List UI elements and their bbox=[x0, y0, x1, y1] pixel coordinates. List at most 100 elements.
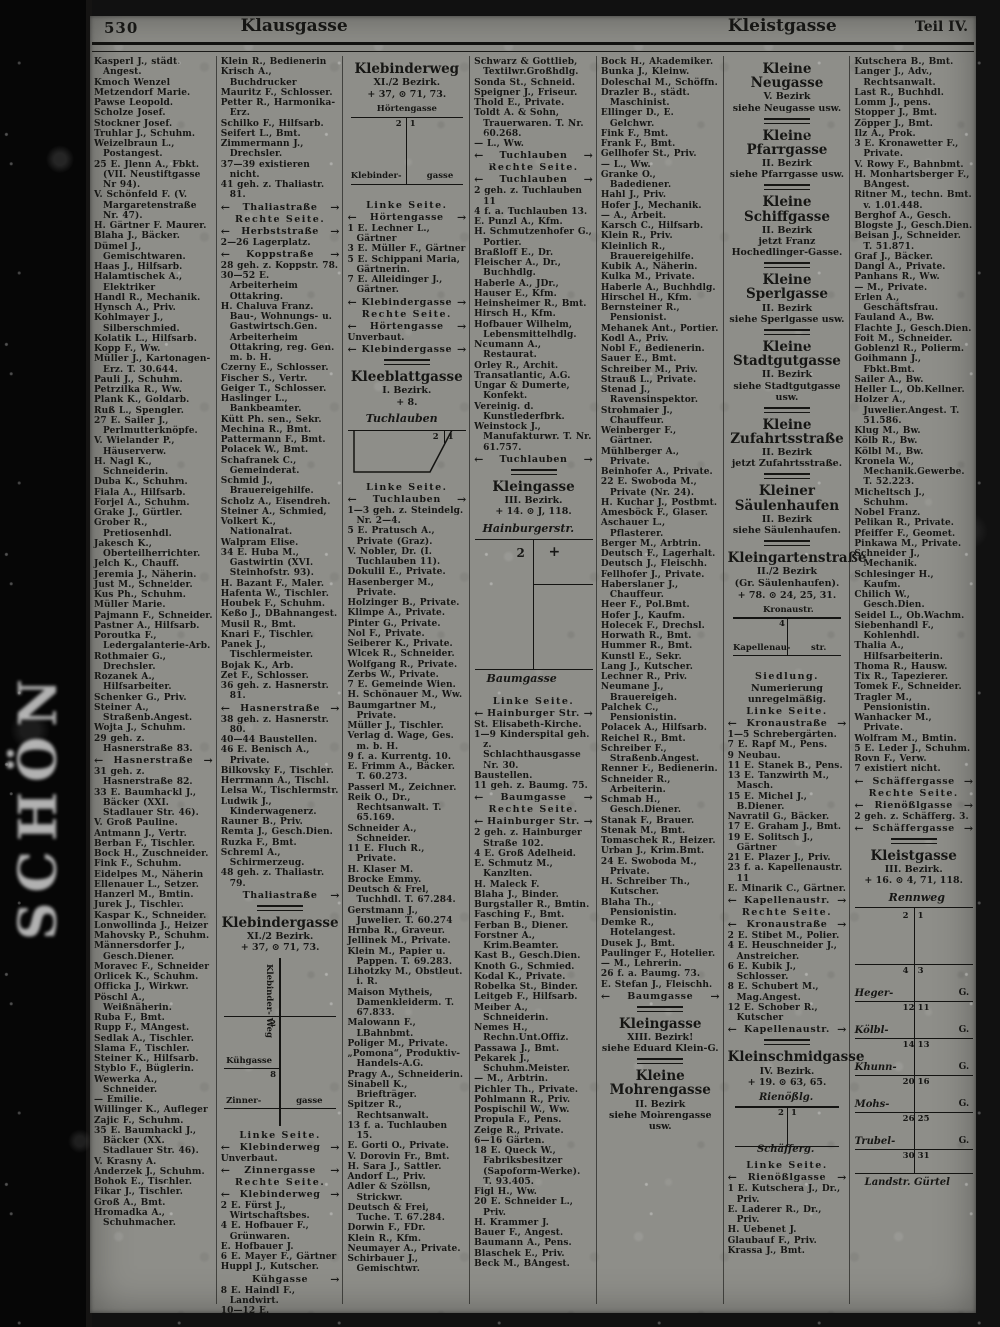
directory-entry: Strauß L., Private. bbox=[600, 374, 697, 385]
directory-entry: Halamtischek A., Elektriker bbox=[94, 272, 183, 293]
side-heading: Rechte Seite. bbox=[868, 787, 959, 799]
directory-entry: Kmoch Wenzel bbox=[94, 77, 171, 88]
arrow-left-icon: ← bbox=[347, 319, 357, 333]
directory-entry: Polacek W., Bmt. bbox=[220, 445, 309, 456]
arrow-left-icon: ← bbox=[474, 173, 484, 187]
arrow-right-icon: → bbox=[963, 798, 974, 812]
arrow-right-icon: → bbox=[330, 1140, 340, 1154]
directory-entry: 26 f. a. Baumg. 73. bbox=[600, 969, 701, 980]
cross-street-name: Hasnerstraße bbox=[240, 702, 320, 714]
directory-entry: Bock H., Zuschneider. bbox=[94, 849, 209, 859]
directory-entry: Ruzka F., Bmt. bbox=[220, 837, 297, 848]
directory-entry: H. Schmutzenhofer G., Portier. bbox=[474, 227, 592, 248]
directory-entry: Klimpe A., Private. bbox=[347, 608, 446, 619]
diagram-label: Kronaustr. bbox=[762, 605, 814, 616]
directory-entry: 11 E. Fluch R., Private. bbox=[347, 844, 425, 865]
directory-entry: H. Schönauer M., Ww. bbox=[347, 690, 463, 701]
side-heading: Linke Seite. bbox=[746, 1160, 828, 1172]
cross-street-arrow-row: ← Kapellenaustr. → bbox=[728, 895, 847, 906]
directory-entry: E. Gorti O., Private. bbox=[347, 1141, 450, 1152]
directory-entry: Pastner A., Hilfsarb. bbox=[94, 620, 200, 631]
district-line: I. Bezirk. bbox=[382, 385, 432, 397]
directory-entry: Stenad J., Ravensinspektor. bbox=[600, 385, 699, 406]
directory-entry: Schmid J., Brauereigehilfe. bbox=[220, 476, 314, 497]
directory-entry: Schirbauer J., Gemischtwr. bbox=[347, 1254, 420, 1275]
arrow-left-icon: ← bbox=[474, 815, 484, 829]
directory-entry: Reik O., Dr., Rechtsanwalt. T. 65.169. bbox=[347, 792, 442, 824]
directory-entry: „Pomona“, Produktiv-Handels-A.G. bbox=[347, 1049, 461, 1070]
district-line: II./2 Bezirk bbox=[756, 566, 818, 578]
directory-entry: Navratil G., Bäcker. bbox=[727, 812, 830, 823]
directory-entry: 33 E. Baumhackl J., Bäcker (XXI. Stadlau… bbox=[94, 787, 199, 819]
cross-street-name: Kronaustraße bbox=[746, 718, 828, 730]
diagram-street-line bbox=[533, 583, 593, 585]
cross-street-name: Tuchlauben bbox=[499, 453, 568, 465]
column-7: Kutschera B., Bmt. Langer J., Adv., Recht… bbox=[850, 56, 976, 1304]
directory-entry: 10—12 E. Kriegsbeschädigtenfonds. bbox=[220, 1306, 270, 1313]
side-heading: Linke Seite. bbox=[239, 1129, 321, 1141]
district-line: + 78. ⊙ 24, 25, 31. bbox=[737, 589, 837, 601]
directory-entry: Renner F., Bedienerin. bbox=[600, 764, 718, 775]
directory-entry: Hromadka A., Schuhmacher. bbox=[94, 1207, 176, 1228]
directory-entry: Strohmaier J., Chauffeur. bbox=[600, 405, 673, 426]
side-heading: Linke Seite. bbox=[746, 706, 828, 718]
directory-entry: Bernsteiner R., Pensionist. bbox=[600, 303, 680, 324]
cross-street-arrow-row: ← Tuchlauben → bbox=[347, 494, 466, 505]
directory-entry: Jelch K., Chauff. bbox=[94, 559, 180, 570]
diagram-label: 4 bbox=[778, 619, 785, 630]
section-separator bbox=[763, 117, 810, 124]
street-diagram-kleistgasse: Rennweg 2 1 4 3 12 11 Heger- G. 14 13 Kölbl- G. 20 16 K… bbox=[854, 891, 973, 1193]
section-separator bbox=[510, 468, 557, 475]
directory-entry: V. Nobler, Dr. (I. Tuchlauben 11). bbox=[347, 546, 441, 568]
side-heading: Rechte Seite. bbox=[741, 907, 833, 919]
directory-entry: Neumane J., Brauereigeh. bbox=[600, 682, 678, 703]
directory-entry: Baustellen. bbox=[474, 770, 533, 781]
cross-street-name: Hörtengasse bbox=[369, 320, 444, 332]
margin-artifact-text: SCHÖN bbox=[8, 669, 69, 940]
arrow-left-icon: ← bbox=[220, 247, 230, 261]
directory-entry: Orley R., Archit. bbox=[474, 360, 559, 371]
arrow-left-icon: ← bbox=[474, 791, 484, 805]
directory-entry: Officka J., Wirkwr. bbox=[94, 982, 189, 993]
arrow-right-icon: → bbox=[203, 754, 213, 767]
directory-entry: Eidelpes M., Näherin bbox=[94, 869, 204, 880]
street-diagram-kleinschmidgasse: Rienößlg. 2 1 Schäfferg. bbox=[734, 1092, 839, 1156]
directory-entry: Panhans R., Ww. bbox=[854, 272, 940, 283]
directory-entry: Braßloff E., Dr. bbox=[474, 247, 554, 258]
directory-entry: Styblo F., Büglerin. bbox=[94, 1064, 195, 1075]
directory-entry: Nemes H., Rechn.Unt.Offiz. bbox=[474, 1023, 569, 1044]
arrow-right-icon: → bbox=[710, 989, 720, 1003]
directory-entry: Antmann J., Vertr. bbox=[94, 828, 187, 839]
diagram-label: 1 bbox=[790, 1108, 797, 1119]
directory-entry: Andorf L., Priv. bbox=[347, 1172, 426, 1183]
directory-entry: Mehanek Ant., Portier. bbox=[600, 323, 719, 334]
cross-street-arrow-row: ← Tuchlauben → bbox=[474, 150, 593, 161]
directory-entry: Vereinig. d. Kunstlederfbrk. bbox=[474, 401, 565, 422]
directory-entry: Haberle A., JDr., bbox=[474, 278, 559, 289]
diagram-street-line bbox=[732, 655, 841, 657]
cross-street-arrow-row: ← Tuchlauben → bbox=[474, 454, 593, 465]
section-separator bbox=[763, 1039, 810, 1046]
directory-entry: Zet F., Schlosser. bbox=[220, 670, 309, 681]
directory-entry: Jellinek M., Private. bbox=[347, 936, 451, 947]
directory-entry: Geiger T., Schlosser. bbox=[220, 383, 327, 394]
section-separator bbox=[890, 837, 937, 844]
directory-entry: Plank K., Goldarb. bbox=[94, 395, 190, 406]
cross-street-name: Hainburger Str. bbox=[487, 707, 580, 719]
diagram-label: G. bbox=[958, 987, 970, 998]
cross-street-name: Zinnergasse bbox=[244, 1164, 316, 1176]
diagram-label: 2 bbox=[270, 1018, 276, 1029]
directory-entry: Siebenhandl F., Kohlenhdl. bbox=[854, 620, 935, 641]
arrow-right-icon: → bbox=[837, 918, 847, 932]
street-heading: Kleingartenstraße bbox=[727, 550, 867, 567]
diagram-label: 31 bbox=[917, 1150, 930, 1161]
directory-entry: Haberle A., Buchhdlg. bbox=[600, 282, 716, 293]
diagram-label: G. bbox=[958, 1135, 970, 1146]
street-heading: Kleine Sperlgasse bbox=[745, 272, 828, 303]
column-6: Kleine Neugasse V. Bezirk siehe Neugasse u… bbox=[724, 56, 867, 1304]
cross-street-arrow-row: ← Zinnergasse → bbox=[221, 1165, 340, 1176]
directory-entry: Tragler M., Pensionistin. bbox=[854, 692, 931, 713]
tuchlauben-block-outline bbox=[353, 429, 453, 473]
directory-entry: Kütt Ph. sen., Sekr. bbox=[220, 414, 322, 425]
directory-entry: Hummer R., Bmt. bbox=[600, 641, 693, 652]
